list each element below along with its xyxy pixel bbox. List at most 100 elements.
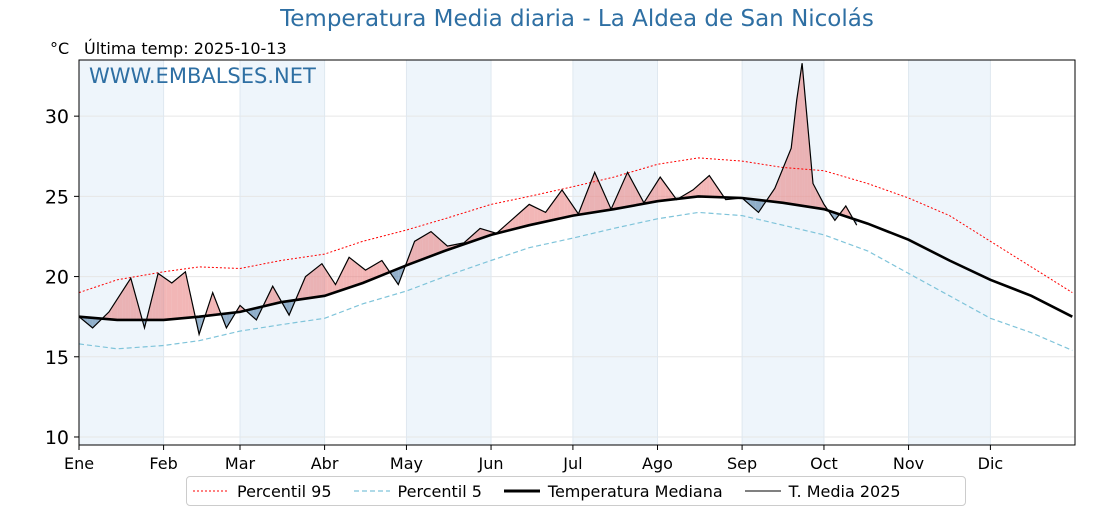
- fill-above-median: [308, 272, 311, 298]
- data-point-2: [198, 315, 201, 318]
- legend-p5-label: Percentil 5: [398, 482, 482, 501]
- data-point-3: [560, 188, 563, 191]
- month-band: [909, 60, 991, 445]
- fill-above-median: [537, 208, 540, 223]
- fill-above-median: [125, 282, 128, 320]
- data-point-0: [443, 217, 446, 220]
- data-point-3: [380, 259, 383, 262]
- data-point-0: [198, 265, 201, 268]
- data-point-0: [948, 214, 951, 217]
- data-point-1: [323, 317, 326, 320]
- data-point-3: [795, 99, 798, 102]
- fill-above-median: [316, 266, 319, 297]
- x-tick-label: Nov: [893, 454, 924, 473]
- data-point-2: [697, 195, 700, 198]
- data-point-2: [782, 201, 785, 204]
- data-point-1: [989, 317, 992, 320]
- fill-above-median: [434, 234, 437, 255]
- data-point-1: [822, 233, 825, 236]
- data-point-0: [528, 195, 531, 198]
- data-point-3: [741, 196, 744, 199]
- data-point-3: [844, 204, 847, 207]
- data-point-1: [1071, 349, 1074, 352]
- fill-above-median: [535, 207, 538, 224]
- data-point-3: [773, 187, 776, 190]
- data-point-1: [361, 302, 364, 305]
- legend: Percentil 95 Percentil 5 Temperatura Med…: [186, 476, 966, 506]
- data-point-1: [162, 344, 165, 347]
- data-point-0: [741, 160, 744, 163]
- data-point-2: [1030, 294, 1033, 297]
- data-point-0: [866, 182, 869, 185]
- data-point-2: [571, 214, 574, 217]
- y-tick-label: 30: [45, 106, 69, 128]
- data-point-0: [612, 176, 615, 179]
- data-point-0: [571, 185, 574, 188]
- data-point-3: [691, 188, 694, 191]
- fill-above-median: [169, 281, 172, 319]
- fill-above-median: [428, 232, 431, 258]
- x-tick-label: Ene: [64, 454, 94, 473]
- month-band: [742, 60, 824, 445]
- fill-above-median: [319, 264, 322, 297]
- fill-above-median: [423, 235, 426, 259]
- data-point-3: [659, 176, 662, 179]
- data-point-2: [162, 318, 165, 321]
- fill-above-median: [420, 237, 423, 261]
- data-point-3: [129, 277, 132, 280]
- data-point-2: [238, 310, 241, 313]
- data-point-3: [462, 241, 465, 244]
- fill-above-median: [128, 278, 131, 320]
- data-point-3: [479, 227, 482, 230]
- fill-above-median: [789, 148, 792, 204]
- data-point-2: [528, 224, 531, 227]
- data-point-3: [320, 262, 323, 265]
- month-bands: [79, 60, 990, 445]
- data-point-0: [822, 169, 825, 172]
- x-tick-label: Jul: [562, 454, 582, 473]
- data-point-3: [198, 333, 201, 336]
- legend-item-p95: Percentil 95: [193, 482, 332, 501]
- fill-above-median: [306, 274, 309, 298]
- data-point-1: [697, 211, 700, 214]
- data-point-3: [801, 62, 804, 65]
- data-point-1: [741, 214, 744, 217]
- x-tick-label: Sep: [727, 454, 757, 473]
- data-point-0: [1030, 265, 1033, 268]
- x-tick-label: Jun: [478, 454, 504, 473]
- data-point-3: [348, 256, 351, 259]
- legend-p95-swatch: [193, 486, 229, 496]
- legend-p95-label: Percentil 95: [237, 482, 332, 501]
- data-point-3: [184, 270, 187, 273]
- fill-above-median: [415, 240, 418, 263]
- fill-above-median: [322, 264, 325, 297]
- data-point-2: [907, 238, 910, 241]
- data-point-2: [279, 301, 282, 304]
- data-point-3: [108, 310, 111, 313]
- fill-above-median: [177, 276, 180, 318]
- fill-above-median: [527, 204, 530, 226]
- y-tick-label: 10: [45, 427, 69, 449]
- data-point-2: [405, 264, 408, 267]
- data-point-0: [989, 240, 992, 243]
- data-point-2: [1071, 315, 1074, 318]
- x-tick-label: Ago: [642, 454, 673, 473]
- data-point-2: [656, 200, 659, 203]
- data-point-3: [238, 304, 241, 307]
- data-point-2: [323, 294, 326, 297]
- legend-median-swatch: [504, 486, 540, 496]
- legend-p5-swatch: [354, 486, 390, 496]
- data-point-2: [989, 278, 992, 281]
- data-point-1: [571, 237, 574, 240]
- data-point-3: [790, 147, 793, 150]
- data-point-3: [271, 285, 274, 288]
- data-point-0: [697, 156, 700, 159]
- legend-item-current: T. Media 2025: [745, 482, 901, 501]
- data-point-3: [822, 203, 825, 206]
- data-point-1: [656, 217, 659, 220]
- x-tick-label: Mar: [225, 454, 256, 473]
- legend-current-label: T. Media 2025: [789, 482, 901, 501]
- data-point-3: [397, 283, 400, 286]
